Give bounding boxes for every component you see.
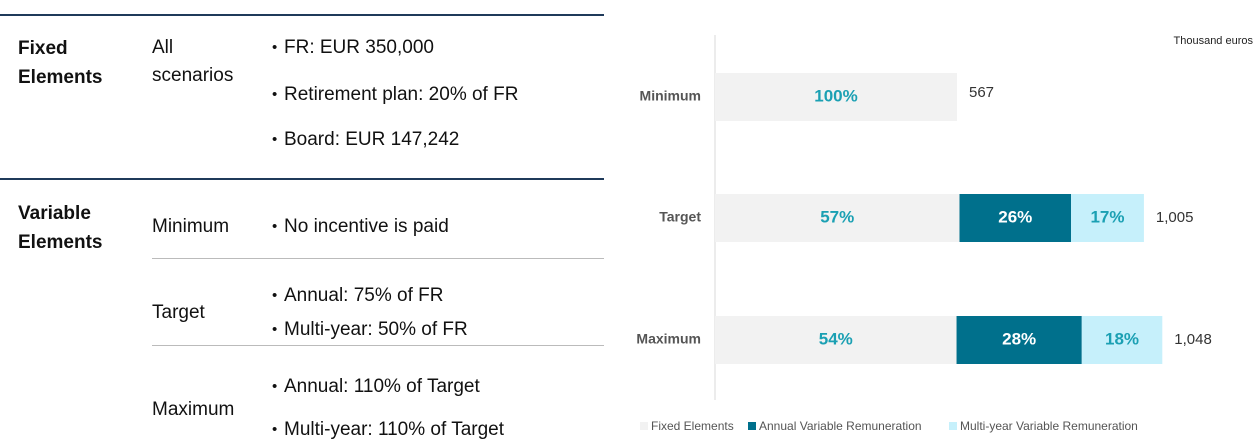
bar-segment [1071,194,1144,242]
group-title: Variable Elements [18,203,103,253]
value-label: 100% [814,86,857,105]
value-label: 26% [998,207,1032,226]
legend-swatch [748,422,756,430]
value-label: 54% [819,329,853,348]
scenario: Minimum [152,216,230,237]
legend-swatch [640,422,648,430]
value-label: 28% [1002,329,1036,348]
table-rule [0,14,604,16]
group-title: Fixed Elements [18,38,103,88]
row-rule [152,345,604,346]
bar-segment [715,73,957,121]
legend-label: Annual Variable Remuneration [759,419,922,433]
category-label: Target [659,209,701,225]
value-label: 17% [1090,207,1124,226]
total-label: 1,048 [1174,331,1212,348]
bullet: No incentive is paid [272,215,449,239]
total-label: 1,005 [1156,209,1194,226]
bullet: Retirement plan: 20% of FR [272,83,518,107]
total-label: 567 [969,84,994,101]
bullet: Board: EUR 147,242 [272,128,459,152]
row-rule [152,258,604,259]
bar-segment [715,194,960,242]
bullet: Annual: 75% of FR [272,284,444,308]
value-label: 18% [1105,329,1139,348]
scenario: Maximum [152,399,235,420]
legend-swatch [949,422,957,430]
scenario: Target [152,302,205,323]
legend-label: Multi-year Variable Remuneration [960,419,1138,433]
table-rule [0,178,604,180]
bar-segment [959,194,1072,242]
scenario: All scenarios [152,37,234,86]
bar-segment [956,316,1082,364]
annotation: Thousand euros [1174,35,1254,47]
bullet: FR: EUR 350,000 [272,36,434,60]
category-label: Minimum [640,88,701,104]
bar-segment [1081,316,1163,364]
value-label: 57% [820,207,854,226]
bullet: Annual: 110% of Target [272,375,480,399]
bar-segment [715,316,957,364]
bullet: Multi-year: 50% of FR [272,318,468,342]
bullet: Multi-year: 110% of Target [272,418,504,442]
legend-label: Fixed Elements [651,419,734,433]
category-label: Maximum [636,331,701,347]
